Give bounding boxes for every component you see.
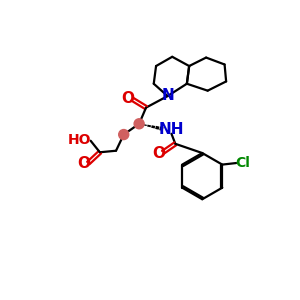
- Text: N: N: [161, 88, 174, 103]
- Circle shape: [119, 130, 129, 140]
- Text: HO: HO: [68, 133, 92, 147]
- Text: NH: NH: [159, 122, 184, 137]
- Text: O: O: [152, 146, 165, 160]
- Circle shape: [134, 119, 144, 129]
- Text: O: O: [121, 91, 134, 106]
- Text: O: O: [77, 156, 90, 171]
- Text: Cl: Cl: [236, 156, 250, 170]
